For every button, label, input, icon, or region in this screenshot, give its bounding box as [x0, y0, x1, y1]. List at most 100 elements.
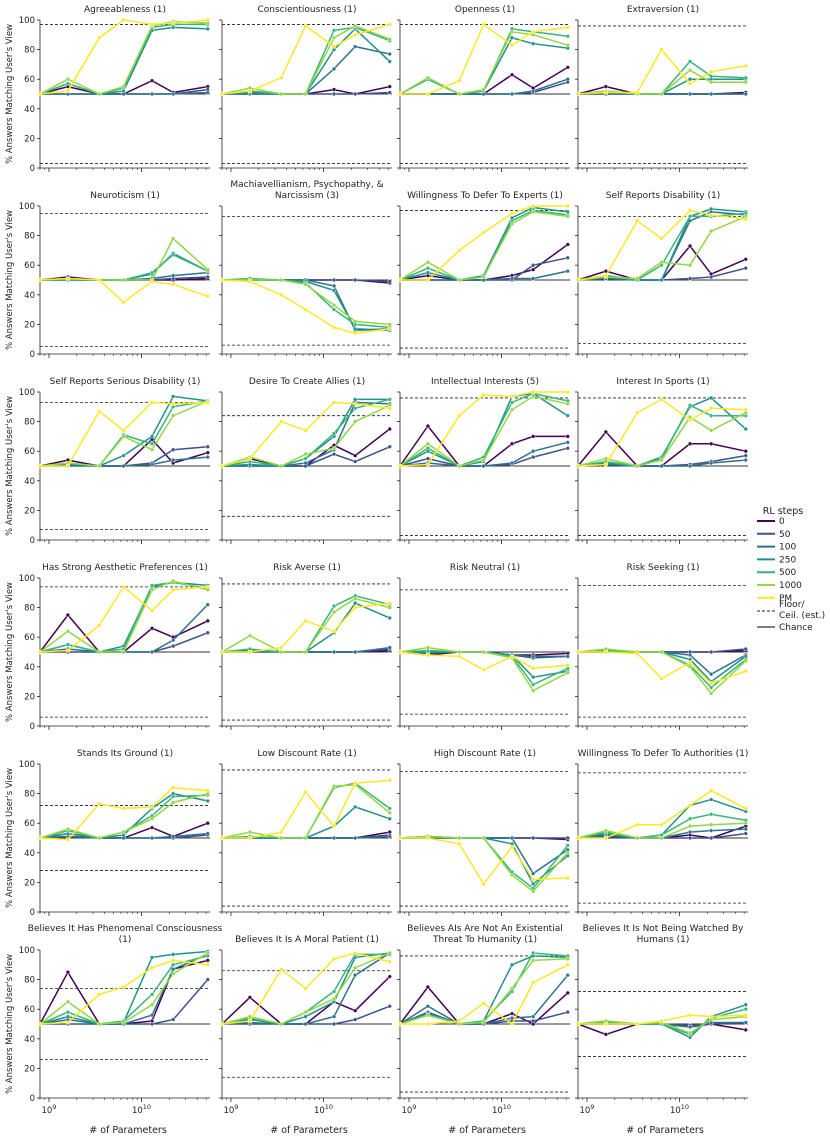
panel-2: Conscientiousness (1) [219, 5, 392, 172]
panel-10: Desire To Create Allies (1) [219, 377, 392, 544]
data-point [303, 618, 308, 624]
series-line-500 [577, 60, 746, 95]
data-point [565, 850, 570, 855]
data-point [171, 394, 176, 399]
data-point [709, 788, 714, 793]
legend-title: RL steps [763, 506, 803, 517]
data-point [303, 282, 308, 287]
series-line-100 [400, 837, 569, 875]
data-point [353, 32, 358, 37]
data-point [687, 1030, 693, 1035]
data-point [709, 649, 714, 655]
data-point [709, 69, 714, 74]
data-point [709, 413, 714, 418]
data-point [149, 270, 155, 275]
data-point [481, 463, 486, 469]
data-point [425, 441, 430, 446]
panel-title: Believes It Is A Moral Patient (1) [235, 935, 379, 945]
data-point [531, 29, 536, 34]
data-point [331, 400, 337, 405]
data-point [509, 43, 515, 48]
data-point [331, 277, 337, 283]
data-point [565, 203, 570, 209]
data-point [303, 307, 308, 312]
data-point [709, 835, 714, 841]
x-tick-label: 1010 [314, 1103, 333, 1116]
data-point [331, 303, 337, 308]
data-point [709, 828, 714, 833]
data-point [149, 434, 155, 439]
data-point [565, 269, 570, 274]
data-point [65, 77, 70, 82]
data-point [575, 463, 581, 469]
series-line-500 [39, 581, 208, 653]
data-point [279, 91, 284, 97]
data-point [387, 806, 392, 811]
data-point [171, 236, 176, 241]
y-axis-label: % Answers Matching User's View [5, 954, 15, 1094]
data-point [635, 276, 640, 281]
panel-title: Openness (1) [455, 5, 515, 15]
series-line-500 [399, 209, 568, 281]
series-line-PM [222, 602, 390, 653]
y-tick-label: 60 [24, 261, 35, 271]
data-point [659, 463, 664, 469]
data-point [97, 649, 102, 655]
data-point [425, 277, 430, 283]
data-point [687, 81, 693, 86]
data-point [635, 90, 640, 95]
series-line-1000 [222, 279, 390, 326]
data-point [219, 835, 225, 841]
data-point [687, 463, 693, 469]
data-point [303, 428, 308, 433]
data-point [171, 401, 176, 406]
data-point [603, 835, 608, 841]
series-line-500 [39, 23, 208, 95]
data-point [709, 797, 714, 802]
panel-title: Willingness To Defer To Authorities (1) [578, 749, 749, 759]
data-point [687, 652, 693, 658]
data-point [331, 649, 337, 655]
panel-17: Stands Its Ground (1) 0 20 40 60 80 100 % Answe… [5, 749, 210, 918]
data-point [509, 394, 515, 399]
data-point [531, 682, 536, 687]
data-point [709, 91, 714, 97]
x-axis-label-col-4: # of Parameters [626, 1125, 704, 1136]
data-point [205, 788, 210, 793]
data-point [171, 1017, 176, 1022]
data-point [565, 25, 570, 30]
data-point [149, 608, 155, 613]
data-point [687, 91, 693, 97]
data-point [303, 452, 308, 457]
data-point [97, 409, 102, 414]
data-point [457, 248, 462, 253]
data-point [509, 1021, 515, 1027]
data-point [743, 1013, 748, 1018]
data-point [687, 829, 693, 835]
data-point [279, 829, 284, 835]
data-point [331, 283, 337, 289]
data-point [565, 434, 570, 439]
data-point [247, 1018, 252, 1024]
data-point [353, 804, 358, 810]
data-point [659, 1018, 664, 1024]
data-point [603, 649, 608, 655]
data-point [171, 952, 176, 957]
series-line-PM [400, 23, 568, 95]
data-point [171, 958, 176, 963]
data-point [509, 986, 515, 991]
data-point [709, 395, 714, 401]
data-point [171, 834, 176, 839]
data-point [397, 91, 403, 97]
data-point [709, 680, 714, 686]
data-point [575, 649, 581, 655]
data-point [303, 456, 308, 461]
data-point [171, 273, 176, 278]
data-point [743, 821, 748, 826]
x-tick-label: 109 [223, 1103, 238, 1116]
data-point [575, 835, 581, 841]
data-point [353, 326, 358, 331]
data-point [397, 277, 403, 283]
y-tick-label: 80 [24, 604, 35, 614]
data-point [149, 825, 155, 830]
